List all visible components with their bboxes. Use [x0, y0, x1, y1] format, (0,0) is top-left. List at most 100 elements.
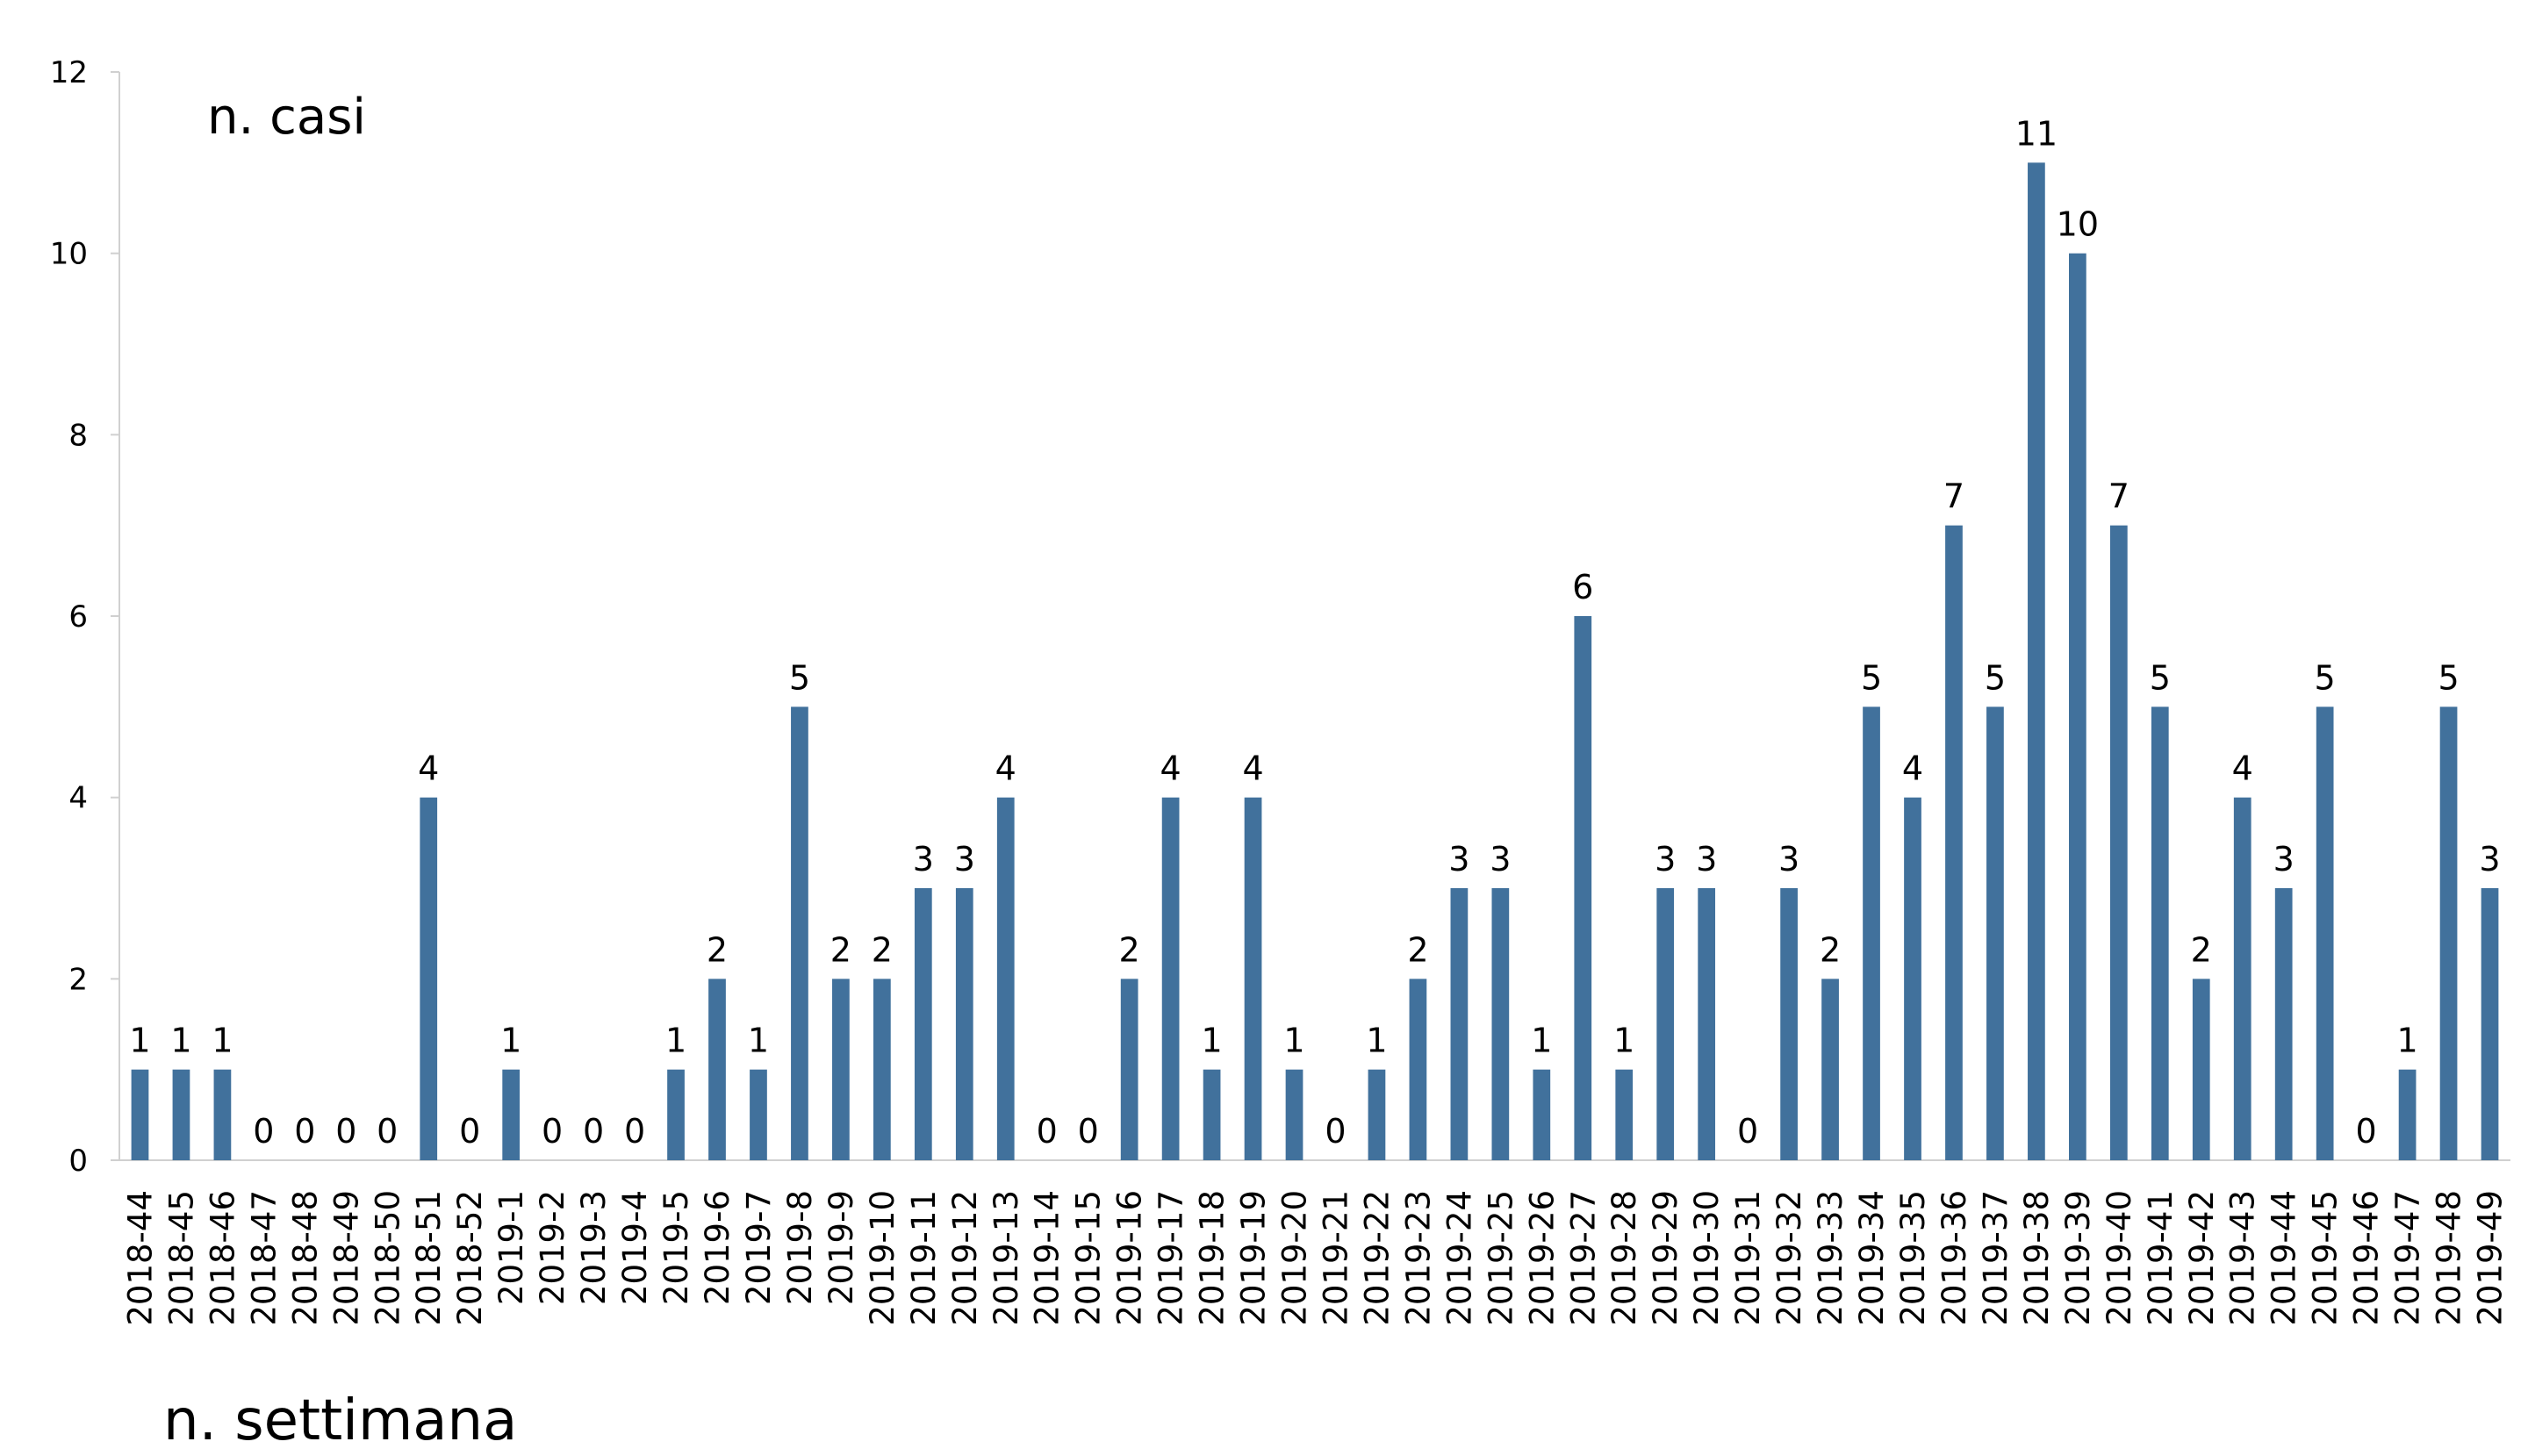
bar: [2192, 979, 2210, 1160]
bar: [1615, 1069, 1634, 1160]
data-label: 3: [913, 840, 934, 879]
bar: [1821, 979, 1839, 1160]
bar: [708, 979, 726, 1160]
data-label: 5: [1985, 658, 2006, 697]
data-label: 0: [1737, 1112, 1758, 1151]
data-label: 5: [2438, 658, 2459, 697]
data-label: 2: [2191, 930, 2212, 969]
bar: [502, 1069, 521, 1160]
x-tick-label: 2019-42: [2183, 1190, 2221, 1326]
bar: [1698, 888, 1716, 1160]
x-tick-label: 2019-48: [2431, 1190, 2468, 1326]
y-axis-title: n. casi: [207, 89, 366, 146]
x-tick-label: 2019-16: [1111, 1190, 1149, 1326]
x-tick-label: 2019-19: [1235, 1190, 1273, 1326]
x-tick-label: 2019-13: [988, 1190, 1025, 1326]
data-label: 3: [954, 840, 975, 879]
bar: [1863, 706, 1880, 1160]
data-label: 0: [624, 1112, 645, 1151]
data-label: 1: [1201, 1022, 1222, 1060]
x-tick-label: 2019-46: [2348, 1190, 2386, 1326]
x-tick-label: 2019-33: [1812, 1190, 1849, 1326]
x-tick-label: 2018-45: [162, 1190, 200, 1326]
bar: [1120, 979, 1138, 1160]
x-tick-label: 2019-49: [2472, 1190, 2510, 1326]
data-label: 5: [2150, 658, 2171, 697]
x-tick-label: 2019-30: [1688, 1190, 1726, 1326]
y-tick-label: 0: [68, 1144, 88, 1179]
x-tick-label: 2019-45: [2307, 1190, 2345, 1326]
data-label: 4: [418, 750, 439, 788]
x-tick-label: 2019-43: [2224, 1190, 2262, 1326]
x-tick-label: 2018-47: [245, 1190, 283, 1326]
data-label: 11: [2015, 114, 2058, 153]
bar: [420, 797, 438, 1160]
bar: [2398, 1069, 2417, 1160]
bar: [1244, 797, 1262, 1160]
data-label: 3: [1655, 840, 1676, 879]
x-tick-label: 2019-6: [699, 1190, 736, 1305]
x-tick-label: 2019-28: [1605, 1190, 1643, 1326]
bar: [914, 888, 932, 1160]
data-label: 2: [1119, 930, 1140, 969]
bar: [1203, 1069, 1221, 1160]
x-tick-label: 2019-40: [2101, 1190, 2138, 1326]
data-label: 0: [2356, 1112, 2377, 1151]
x-tick-label: 2018-50: [369, 1190, 406, 1326]
x-tick-label: 2019-20: [1276, 1190, 1314, 1326]
x-axis-ticks: 2018-44 2018-45 2018-46 2018-47 2018-48 2018-…: [121, 1190, 2509, 1326]
data-label: 0: [542, 1112, 563, 1151]
bar: [2481, 888, 2499, 1160]
bar: [1450, 888, 1469, 1160]
data-label: 0: [253, 1112, 274, 1151]
bar: [667, 1069, 685, 1160]
data-label: 1: [212, 1022, 233, 1060]
data-label: 1: [665, 1022, 686, 1060]
data-label: 1: [1366, 1022, 1387, 1060]
data-label: 4: [1242, 750, 1263, 788]
x-tick-label: 2019-36: [1936, 1190, 1973, 1326]
bar: [1491, 888, 1510, 1160]
data-label: 0: [1037, 1112, 1058, 1151]
bar: [791, 706, 808, 1160]
data-label: 4: [2232, 750, 2253, 788]
bar: [750, 1069, 767, 1160]
bar: [1368, 1069, 1386, 1160]
data-label: 2: [707, 930, 728, 969]
data-label: 0: [1078, 1112, 1099, 1151]
x-tick-label: 2019-35: [1894, 1190, 1932, 1326]
data-label: 3: [1696, 840, 1717, 879]
x-tick-label: 2018-44: [121, 1190, 159, 1326]
x-tick-label: 2019-24: [1440, 1190, 1478, 1326]
x-tick-label: 2019-22: [1358, 1190, 1396, 1326]
data-label: 2: [1407, 930, 1428, 969]
x-tick-label: 2019-14: [1029, 1190, 1066, 1326]
y-tick-label: 2: [68, 962, 88, 997]
bar: [1656, 888, 1675, 1160]
data-label: 1: [500, 1022, 521, 1060]
x-tick-label: 2019-44: [2266, 1190, 2303, 1326]
data-label: 0: [335, 1112, 356, 1151]
bar: [2109, 525, 2128, 1160]
data-label: 5: [789, 658, 810, 697]
data-label: 2: [872, 930, 893, 969]
x-tick-label: 2018-51: [410, 1190, 448, 1326]
data-label: 3: [1490, 840, 1511, 879]
x-tick-label: 2019-29: [1647, 1190, 1684, 1326]
x-tick-label: 2019-1: [492, 1190, 530, 1305]
data-label: 3: [2273, 840, 2295, 879]
data-label: 1: [2396, 1022, 2417, 1060]
bar: [172, 1069, 190, 1160]
data-label: 7: [2108, 477, 2129, 516]
x-tick-label: 2019-26: [1523, 1190, 1561, 1326]
bar: [1574, 616, 1592, 1160]
bar: [1285, 1069, 1304, 1160]
x-tick-label: 2019-11: [905, 1190, 943, 1326]
data-label: 1: [748, 1022, 769, 1060]
data-label: 1: [1613, 1022, 1634, 1060]
bar: [1945, 525, 1963, 1160]
bars-group: [131, 162, 2499, 1161]
x-tick-label: 2019-4: [616, 1190, 654, 1305]
